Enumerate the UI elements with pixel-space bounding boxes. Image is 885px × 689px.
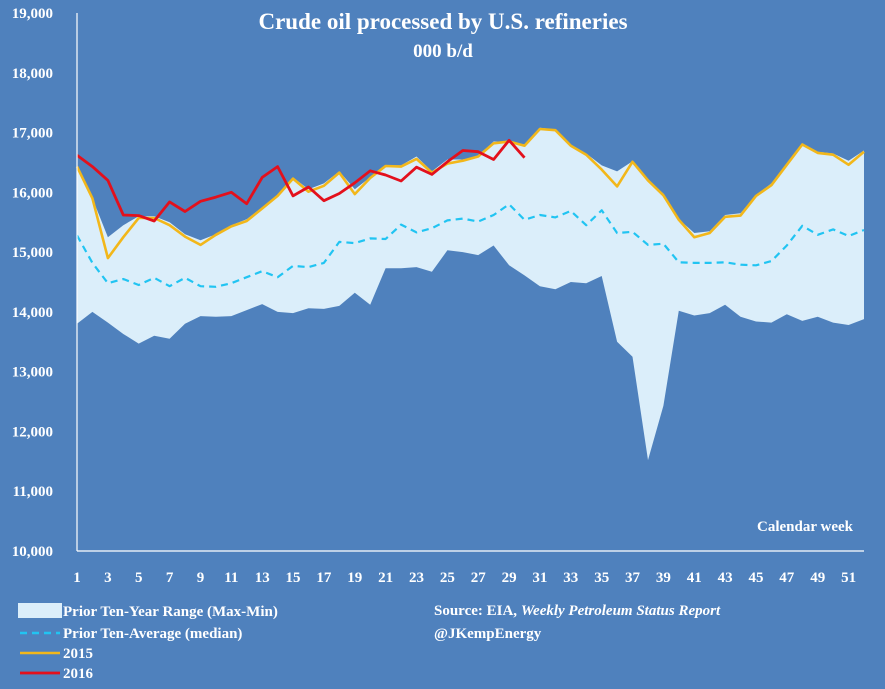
x-tick-label: 39 <box>656 570 671 586</box>
series-range-band <box>77 127 864 461</box>
x-tick-label: 27 <box>471 570 487 586</box>
x-tick-label: 51 <box>841 570 856 586</box>
range-band-layer <box>77 127 864 461</box>
x-tick-label: 37 <box>625 570 641 586</box>
x-tick-label: 23 <box>409 570 424 586</box>
x-tick-label: 5 <box>135 570 143 586</box>
chart-subtitle: 000 b/d <box>413 41 473 62</box>
x-tick-label: 1 <box>73 570 81 586</box>
x-tick-label: 33 <box>563 570 578 586</box>
y-tick-label: 10,000 <box>12 544 53 560</box>
x-tick-label: 49 <box>810 570 825 586</box>
source-publication: Weekly Petroleum Status Report <box>521 603 721 619</box>
source-line: Source: EIA, Weekly Petroleum Status Rep… <box>434 603 721 619</box>
x-tick-label: 31 <box>532 570 547 586</box>
legend-label-median: Prior Ten-Average (median) <box>63 626 242 642</box>
y-tick-label: 17,000 <box>12 126 53 142</box>
series-lines-layer <box>75 127 865 288</box>
x-tick-label: 47 <box>779 570 795 586</box>
x-tick-label: 17 <box>316 570 332 586</box>
x-tick-label: 11 <box>224 570 238 586</box>
series-2015-line <box>75 127 865 260</box>
series-median-line <box>76 203 865 288</box>
x-tick-label: 43 <box>718 570 733 586</box>
y-tick-label: 19,000 <box>12 6 53 22</box>
x-tick-label: 13 <box>255 570 270 586</box>
x-tick-label: 45 <box>749 570 764 586</box>
x-tick-label: 15 <box>286 570 301 586</box>
x-tick-label: 21 <box>378 570 393 586</box>
legend-label-range: Prior Ten-Year Range (Max-Min) <box>63 604 278 620</box>
y-tick-label: 12,000 <box>12 424 53 440</box>
x-tick-label: 9 <box>197 570 205 586</box>
source-handle: @JKempEnergy <box>434 626 542 642</box>
x-tick-label: 7 <box>166 570 174 586</box>
legend-swatch-range <box>18 603 62 618</box>
source-prefix: Source: EIA, <box>434 603 521 619</box>
x-tick-label: 35 <box>594 570 609 586</box>
series-2016-line <box>76 138 526 223</box>
legend-label-2015: 2015 <box>63 646 93 662</box>
y-tick-label: 14,000 <box>12 305 53 321</box>
x-axis-ticks: 1 3 5 7 9 11 13 15 17 19 21 23 25 27 29 31 33 35 37 39 41 43 4… <box>73 570 856 586</box>
legend-label-2016: 2016 <box>63 666 94 682</box>
x-tick-label: 3 <box>104 570 112 586</box>
x-tick-label: 19 <box>347 570 362 586</box>
legend: Prior Ten-Year Range (Max-Min) Prior Ten… <box>18 603 278 682</box>
chart-title: Crude oil processed by U.S. refineries <box>258 9 627 34</box>
x-tick-label: 41 <box>687 570 702 586</box>
y-tick-label: 18,000 <box>12 66 53 82</box>
y-tick-label: 11,000 <box>13 484 53 500</box>
y-tick-label: 13,000 <box>12 365 53 381</box>
y-axis-ticks: 10,000 11,000 12,000 13,000 14,000 15,000 16,0… <box>12 6 53 560</box>
x-axis-label: Calendar week <box>757 519 854 535</box>
y-tick-label: 16,000 <box>12 185 53 201</box>
x-tick-label: 25 <box>440 570 455 586</box>
x-tick-label: 29 <box>502 570 517 586</box>
y-tick-label: 15,000 <box>12 245 53 261</box>
